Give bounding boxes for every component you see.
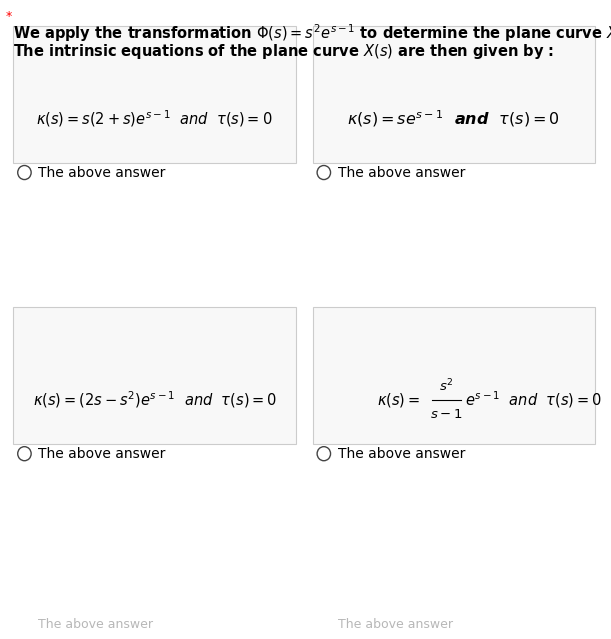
Text: The above answer: The above answer: [38, 166, 166, 180]
Text: $\kappa(s) = (2s - s^2)e^{s-1}$  and  $\tau(s) = 0$: $\kappa(s) = (2s - s^2)e^{s-1}$ and $\ta…: [32, 390, 277, 410]
Text: $\kappa(s) = s(2 + s)e^{s-1}$  and  $\tau(s) = 0$: $\kappa(s) = s(2 + s)e^{s-1}$ and $\tau(…: [37, 109, 273, 129]
Text: The above answer: The above answer: [38, 447, 166, 461]
FancyBboxPatch shape: [313, 26, 595, 163]
Text: The above answer: The above answer: [38, 619, 153, 631]
Text: $s^2$: $s^2$: [439, 378, 454, 394]
Text: *: *: [6, 10, 12, 22]
Text: The above answer: The above answer: [338, 619, 453, 631]
FancyBboxPatch shape: [13, 307, 296, 444]
Text: We apply the transformation $\Phi(s) = s^2e^{s-1}$ to determine the plane curve : We apply the transformation $\Phi(s) = s…: [13, 22, 611, 44]
Text: $s - 1$: $s - 1$: [430, 408, 463, 420]
Text: The intrinsic equations of the plane curve $X(s)$ are then given by :: The intrinsic equations of the plane cur…: [13, 42, 555, 61]
Text: $\kappa(s) =$: $\kappa(s) =$: [377, 391, 420, 409]
Text: $\kappa(s) = se^{s-1}$  and  $\tau(s) = 0$: $\kappa(s) = se^{s-1}$ and $\tau(s) = 0$: [348, 109, 560, 129]
Text: The above answer: The above answer: [338, 166, 465, 180]
FancyBboxPatch shape: [13, 26, 296, 163]
Text: The above answer: The above answer: [338, 447, 465, 461]
FancyBboxPatch shape: [313, 307, 595, 444]
Text: $e^{s-1}$  and  $\tau(s) = 0$: $e^{s-1}$ and $\tau(s) = 0$: [465, 390, 602, 410]
